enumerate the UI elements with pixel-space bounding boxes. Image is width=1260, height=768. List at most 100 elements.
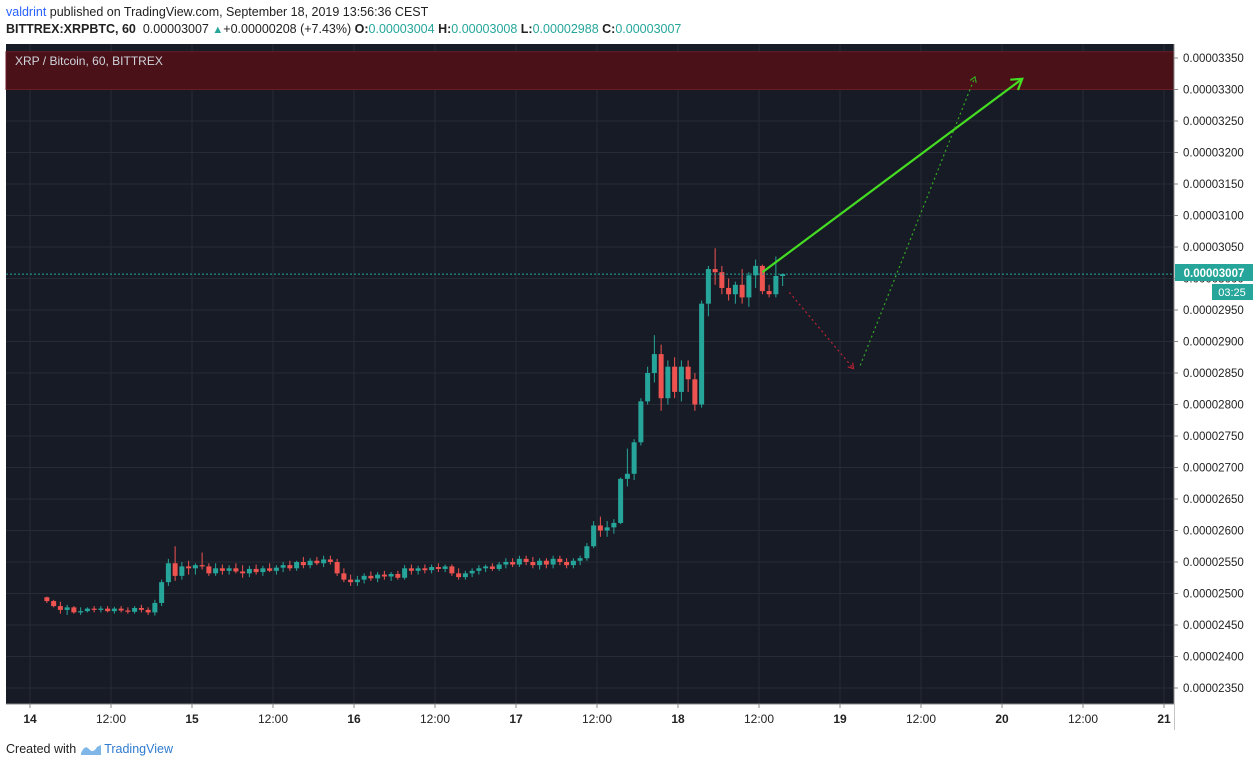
candle-down [233,568,239,572]
candle-up [132,607,138,612]
candle-down [327,559,333,562]
candle-up [516,558,522,565]
last-price: 0.00003007 [142,22,209,36]
candle-up [280,565,286,568]
candle-down [57,606,63,610]
candle-down [334,562,340,574]
price-tick-label: 0.00002900 [1183,337,1244,349]
candle-down [435,567,441,569]
candle-up [631,442,637,474]
author-link[interactable]: valdrint [6,5,47,19]
candle-down [341,573,347,580]
time-tick-label: 21 [1157,712,1171,726]
candle-up [442,566,448,569]
candle-up [179,566,185,576]
candle-down [206,566,212,574]
close-label: C: [602,22,616,36]
candle-up [321,559,327,564]
candle-up [699,303,705,405]
candle-down [489,566,495,569]
candle-down [759,265,765,292]
candle-down [51,601,57,607]
candle-down [523,558,529,562]
time-tick-label: 12:00 [1068,712,1098,726]
high-value: 0.00003008 [451,22,518,36]
price-tick-label: 0.00003100 [1183,211,1244,223]
candle-up [624,473,630,479]
projection-arrows [761,75,1024,370]
candle-down [138,607,144,610]
close-value: 0.00003007 [615,22,682,36]
current-price-tag [1175,264,1253,281]
candle-up [584,546,590,559]
time-tick-label: 12:00 [906,712,936,726]
candle-down [105,608,111,612]
price-tick-label: 0.00002700 [1183,463,1244,475]
price-tick-label: 0.00002800 [1183,400,1244,412]
candle-up [361,575,367,580]
projection-line [859,76,976,366]
candle-up [705,269,711,304]
candle-up [773,275,779,295]
time-axis-ticks: 14 12:00 15 12:00 16 12:00 17 12:00 18 12:00 19 12:… [23,704,1171,726]
projection-arrowhead [969,75,977,83]
candle-down [557,558,563,562]
candle-down [712,269,718,273]
candle-down [368,575,374,579]
tradingview-brand-link[interactable]: TradingView [104,742,173,756]
candle-down [739,284,745,298]
candle-up [165,563,171,583]
price-tick-label: 0.00002850 [1183,368,1244,380]
price-axis-ticks: 0.00002350 0.00002400 0.00002450 0.00002500… [1174,53,1244,695]
time-tick-label: 17 [509,712,523,726]
time-tick-label: 12:00 [96,712,126,726]
candle-down [510,562,516,565]
candle-up [375,574,381,579]
candle-down [118,608,124,611]
chart-title: XRP / Bitcoin, 60, BITTREX [15,54,163,68]
candle-up [732,284,738,295]
candle-up [665,366,671,399]
candle-up [496,564,502,569]
projection-arrowhead [1010,77,1024,91]
price-tick-label: 0.00003250 [1183,116,1244,128]
candle-up [354,579,360,583]
up-triangle-icon: ▲ [212,24,224,36]
candle-down [267,568,273,571]
candle-down [766,291,772,295]
time-tick-label: 12:00 [258,712,288,726]
price-chart[interactable]: XRP / Bitcoin, 60, BITTREX 0.000023500.0… [0,0,1260,740]
candle-up [213,568,219,574]
candle-down [381,574,387,577]
candle-up [98,608,104,610]
candle-up [753,265,759,276]
projection-line [761,77,1023,274]
candle-down [456,573,462,578]
time-tick-label: 12:00 [582,712,612,726]
candle-up [159,582,165,603]
time-tick-label: 16 [347,712,361,726]
footer: Created with TradingView [6,742,173,756]
price-tick-label: 0.00002600 [1183,526,1244,538]
time-tick-label: 20 [995,712,1009,726]
price-tick-label: 0.00003200 [1183,148,1244,160]
candle-down [240,571,246,574]
candle-up [611,522,617,528]
candle-up [483,566,489,569]
price-tick-label: 0.00002950 [1183,305,1244,317]
candle-up [273,567,279,571]
candle-up [577,558,583,561]
price-tick-label: 0.00002550 [1183,557,1244,569]
candle-down [692,379,698,405]
candle-up [64,607,70,610]
candle-down [348,579,354,583]
price-axis[interactable] [1174,44,1260,704]
time-tick-label: 14 [23,712,37,726]
time-axis[interactable] [6,704,1174,730]
candle-down [44,597,50,602]
candle-up [402,568,408,578]
price-tick-label: 0.00002500 [1183,589,1244,601]
candle-down [449,566,455,574]
time-tick-label: 12:00 [744,712,774,726]
symbol-label: BITTREX:XRPBTC, 60 [6,22,136,36]
